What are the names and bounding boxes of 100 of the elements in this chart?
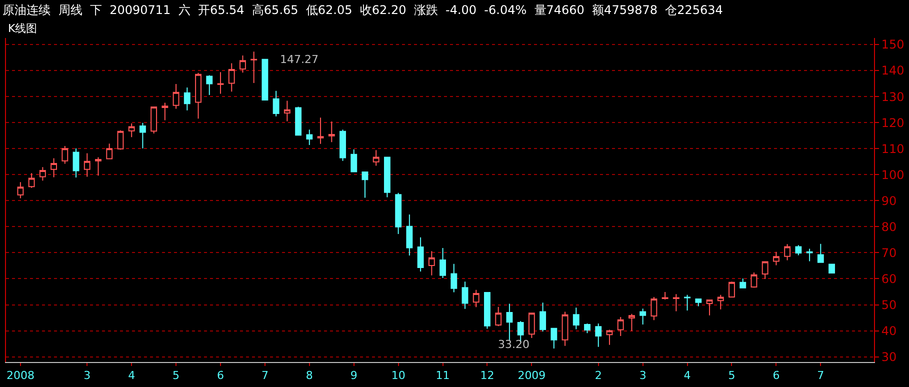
candlestick	[528, 312, 535, 339]
candlestick	[572, 307, 580, 330]
x-tick-label: 2008	[6, 369, 34, 382]
x-tick-label: 2	[594, 369, 602, 382]
candlestick	[806, 248, 813, 262]
candlestick	[362, 172, 368, 198]
x-tick-label: 5	[172, 369, 180, 382]
candlestick	[695, 298, 702, 307]
candlestick	[550, 328, 558, 349]
x-tick-label: 6	[217, 369, 224, 382]
candlestick	[728, 281, 735, 298]
candlestick	[828, 264, 835, 274]
y-tick-label: 60	[881, 272, 897, 286]
candlestick	[217, 72, 224, 94]
candlestick	[417, 236, 424, 272]
candlestick	[350, 148, 358, 172]
y-tick-label: 90	[881, 194, 897, 208]
candlestick	[584, 322, 590, 334]
candlestick	[206, 74, 213, 96]
candlestick	[540, 302, 546, 332]
candlestick	[762, 261, 768, 280]
candlestick	[139, 122, 146, 149]
candlestick	[706, 300, 713, 316]
candlestick	[272, 90, 280, 117]
candlestick	[340, 129, 346, 162]
candlestick	[328, 121, 335, 143]
candlestick	[672, 294, 680, 312]
candlestick	[372, 150, 380, 166]
candlestick	[440, 248, 446, 278]
candlestick	[72, 148, 80, 178]
x-tick-label: 10	[391, 369, 406, 382]
candlestick	[62, 146, 68, 164]
candlestick	[772, 251, 780, 266]
candlestick	[628, 313, 635, 332]
candlestick	[384, 156, 390, 198]
candlestick	[784, 244, 791, 261]
candlestick	[406, 214, 413, 256]
candlestick	[472, 289, 480, 308]
y-tick-label: 70	[881, 246, 897, 260]
x-tick-label: 3	[639, 369, 646, 382]
candlestick	[595, 322, 602, 348]
candlestick	[562, 311, 568, 346]
x-tick-label: 4	[684, 369, 691, 382]
candlestick	[84, 152, 90, 178]
x-tick-label: 2009	[518, 369, 546, 382]
y-tick-label: 110	[881, 142, 904, 156]
annotation: 33.20	[498, 338, 530, 351]
candlestick	[306, 129, 313, 146]
candlestick	[506, 303, 513, 341]
y-tick-label: 150	[881, 38, 904, 52]
candlestick	[17, 182, 24, 199]
candlestick	[462, 281, 468, 310]
y-tick-label: 100	[881, 168, 904, 182]
y-tick-label: 80	[881, 220, 897, 234]
candlestick	[172, 84, 180, 110]
candlestick	[195, 72, 202, 120]
candlestick	[650, 296, 658, 321]
candlestick	[117, 130, 124, 150]
y-tick-label: 140	[881, 64, 904, 78]
candlestick	[128, 122, 135, 138]
chart-subtitle: K线图	[8, 22, 38, 35]
candlestick	[684, 294, 691, 311]
chart-title: 原油连续 周线 下 20090711 六 开65.54 高65.65 低62.05 收62.20 涨跌 -4.00 -6.04% 量74660 额4759878 仓225634	[2, 3, 723, 18]
candlestick	[750, 272, 758, 288]
x-tick-label: 3	[84, 369, 91, 382]
y-tick-label: 130	[881, 90, 904, 104]
candlestick	[39, 166, 46, 182]
candlestick	[228, 62, 235, 92]
x-tick-label: 8	[306, 369, 313, 382]
x-tick-label: 9	[350, 369, 358, 382]
candlestick	[317, 117, 324, 144]
candlestick	[284, 100, 290, 122]
candlestick	[617, 316, 624, 336]
y-tick-label: 30	[881, 350, 897, 364]
x-tick-label: 6	[772, 369, 780, 382]
x-tick-label: 7	[261, 369, 268, 382]
candlestick	[484, 292, 490, 330]
candlestick	[640, 308, 646, 326]
candlestick	[662, 292, 668, 300]
x-tick-label: 11	[436, 369, 450, 382]
candlestick	[740, 278, 746, 288]
candlestick	[240, 54, 246, 74]
x-tick-label: 12	[480, 369, 494, 382]
x-tick-label: 4	[128, 369, 136, 382]
candlestick	[28, 172, 35, 188]
candlestick	[428, 250, 435, 276]
candlestick	[262, 58, 268, 100]
candlestick	[606, 329, 613, 346]
candlestick	[395, 192, 402, 234]
candlestick	[795, 244, 802, 256]
candlestick	[450, 263, 458, 293]
x-tick-label: 7	[817, 369, 824, 382]
y-tick-label: 120	[881, 116, 904, 130]
candlestick	[717, 294, 724, 310]
candlestick	[50, 158, 58, 178]
candlestick	[95, 156, 102, 176]
candlestick	[150, 106, 158, 134]
x-tick-label: 5	[728, 369, 736, 382]
candlestick	[250, 51, 258, 84]
candlestick	[817, 243, 824, 263]
